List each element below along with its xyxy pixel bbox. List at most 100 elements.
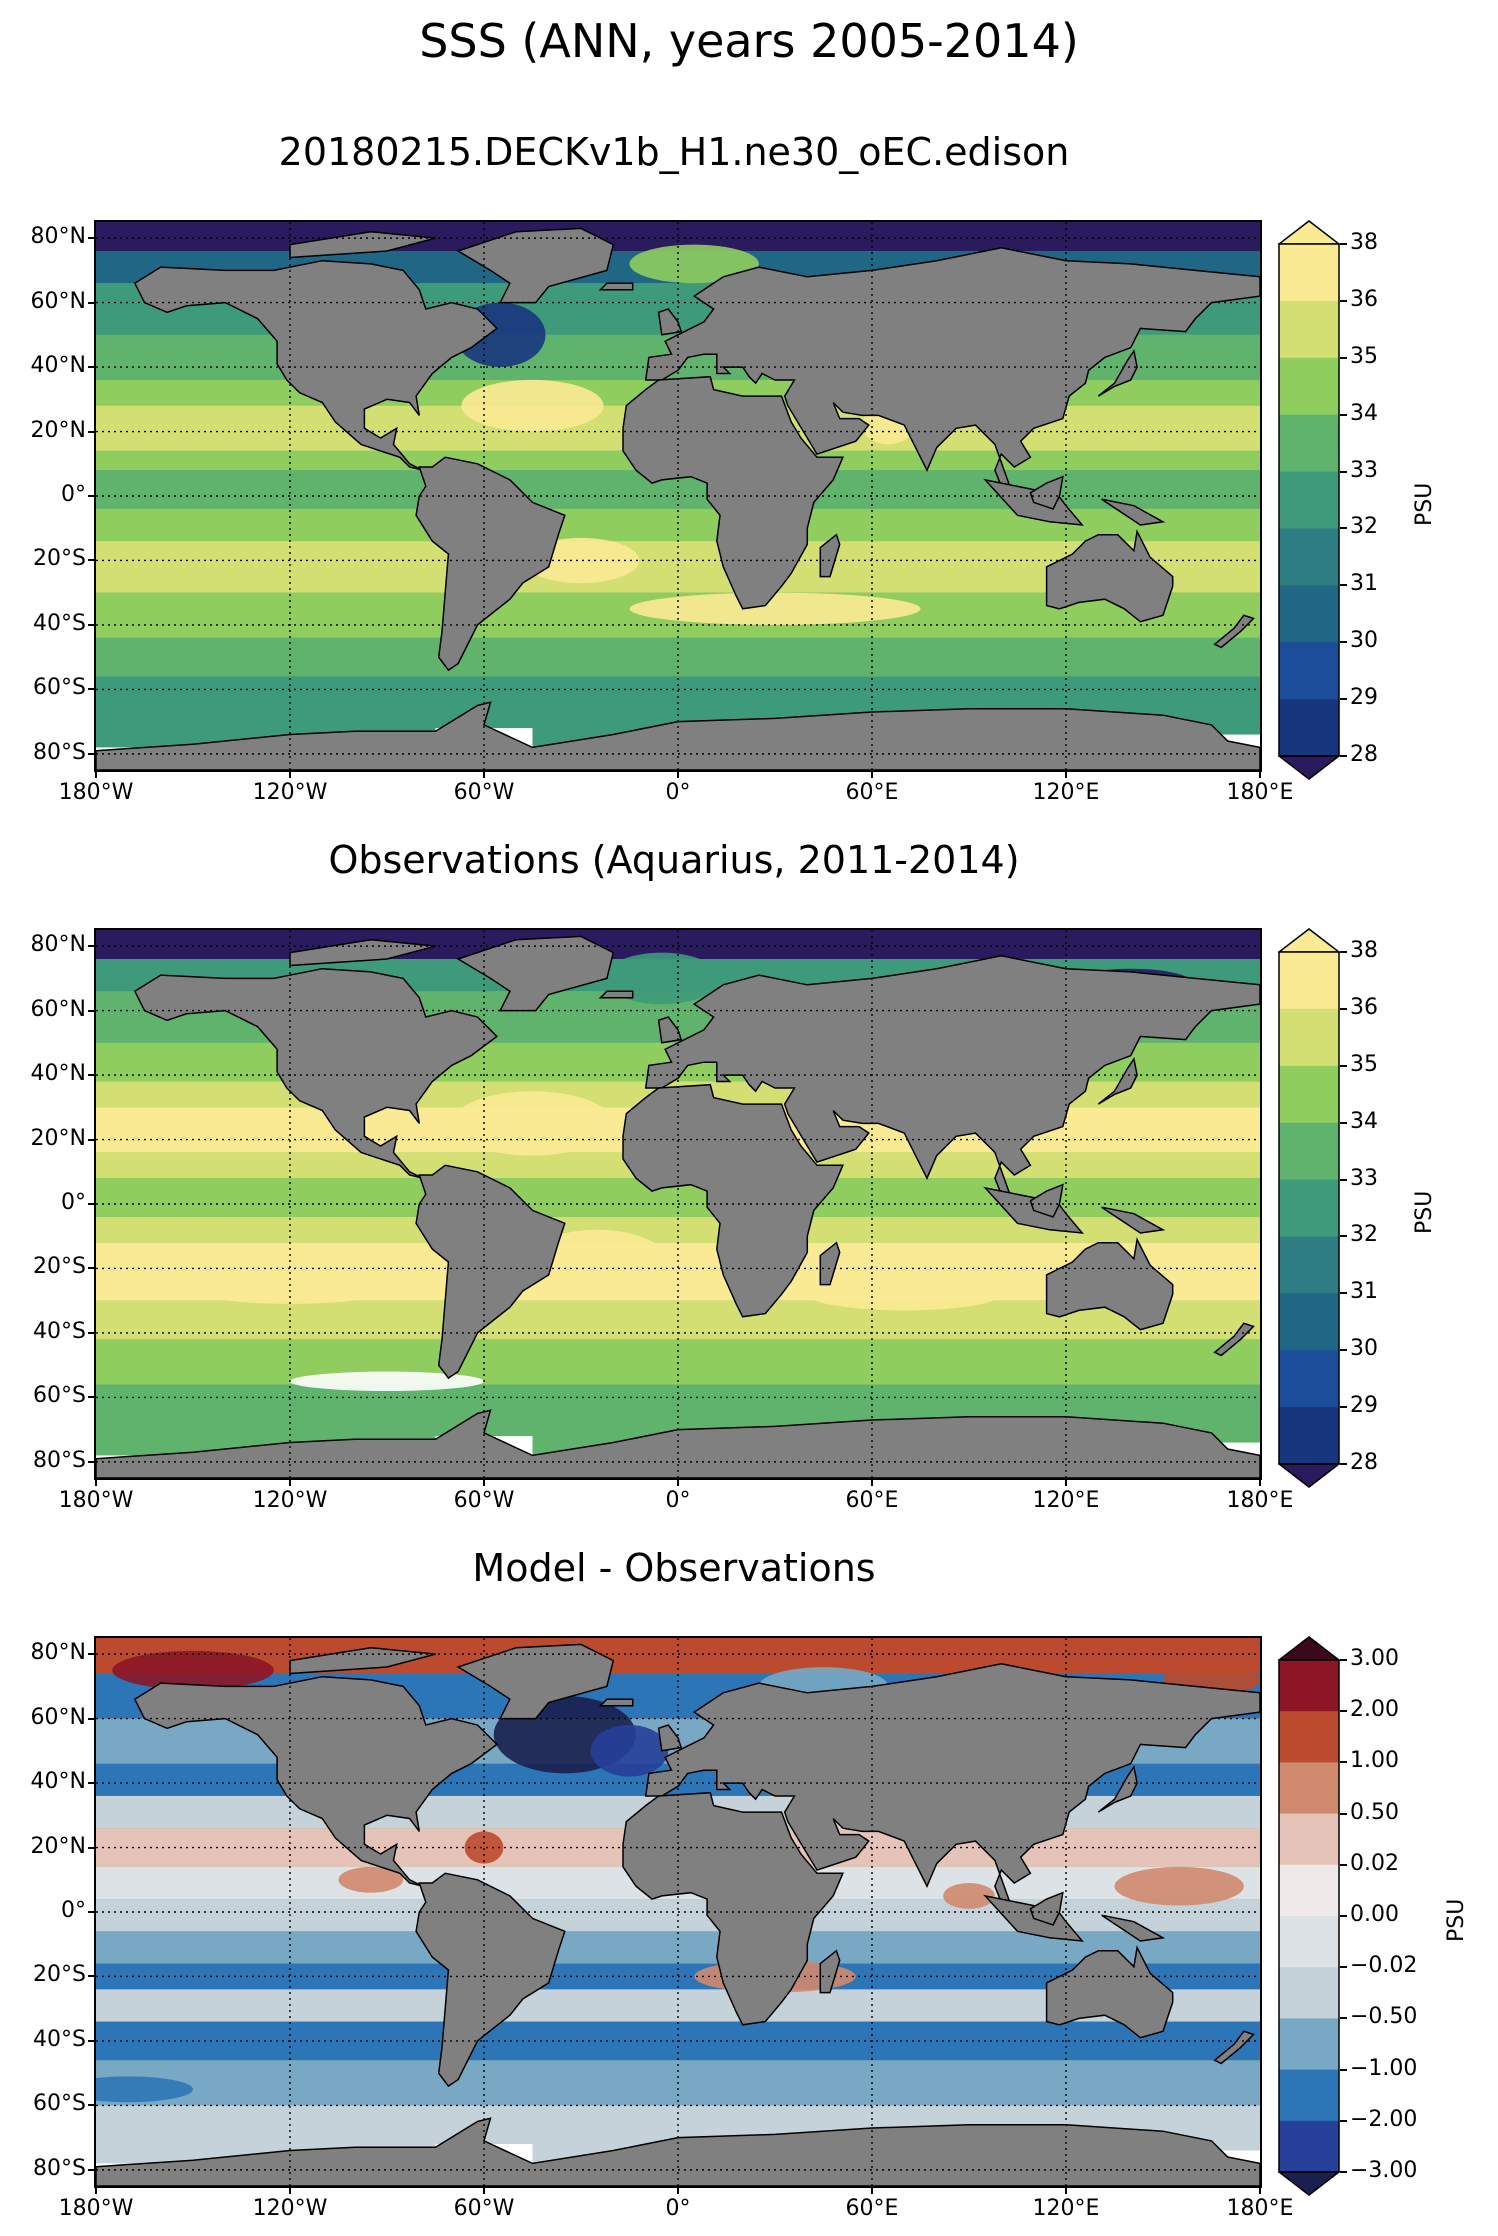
colorbar-segment — [1279, 2069, 1339, 2122]
ocean-band — [96, 637, 1260, 677]
land-africa — [622, 375, 845, 610]
land-australia — [1045, 1237, 1174, 1331]
lat-tick-label: 60°N — [30, 288, 86, 314]
lat-tick — [88, 623, 94, 626]
lon-tick — [483, 1480, 485, 1486]
colorbar-tick-label: 0.50 — [1350, 1799, 1399, 1825]
lat-tick — [88, 1717, 94, 1720]
colorbar-tick-label: 36 — [1350, 994, 1378, 1020]
lon-tick — [1259, 772, 1261, 778]
land-new-zealand — [1213, 1322, 1255, 1357]
lat-tick — [88, 366, 94, 369]
colorbar-segment — [1279, 1008, 1339, 1067]
land-japan — [1097, 1764, 1138, 1813]
colorbar-segment — [1279, 1660, 1339, 1712]
colorbar-segment — [1279, 471, 1339, 529]
ocean-feature — [112, 1650, 274, 1690]
colorbar-tick-label: 31 — [1350, 571, 1378, 597]
ocean-feature — [464, 1831, 504, 1864]
colorbar-tick-label: 32 — [1350, 514, 1378, 540]
lat-tick-label: 40°N — [30, 1061, 86, 1087]
colorbar-title: PSU — [1412, 1190, 1437, 1234]
colorbar-tick-label: 35 — [1350, 343, 1378, 369]
lon-tick — [871, 2188, 873, 2194]
land-japan — [1097, 348, 1138, 397]
colorbar-segment — [1279, 414, 1339, 473]
lat-tick-label: 20°N — [30, 1833, 86, 1859]
colorbar-tick — [1340, 2068, 1347, 2071]
colorbar-tick — [1340, 1349, 1347, 1352]
colorbar-segment — [1279, 1065, 1339, 1124]
map-svg-model — [96, 222, 1260, 770]
lon-tick — [677, 1480, 679, 1486]
land-uk — [657, 1724, 683, 1752]
land-iceland — [598, 1698, 634, 1707]
colorbar-title: PSU — [1444, 1898, 1469, 1942]
colorbar-tick-label: 1.00 — [1350, 1748, 1399, 1774]
lat-tick — [88, 688, 94, 691]
lon-tick-label: 0° — [665, 2196, 691, 2221]
ocean-feature — [807, 1278, 1002, 1311]
lat-tick-label: 60°N — [30, 1704, 86, 1730]
colorbar-segment — [1279, 1762, 1339, 1815]
colorbar-tick-label: 35 — [1350, 1051, 1378, 1077]
panel-2-title: Observations (Aquarius, 2011-2014) — [328, 838, 1020, 882]
lon-tick — [95, 772, 97, 778]
colorbar-tick-label: −2.00 — [1350, 2106, 1418, 2132]
lon-tick-label: 0° — [665, 1488, 691, 1513]
land-south-america — [415, 1164, 566, 1380]
lat-tick-label: 80°N — [30, 224, 86, 250]
land-japan — [1097, 1056, 1138, 1105]
colorbar-tick — [1340, 755, 1347, 757]
lon-tick — [1259, 1480, 1261, 1486]
lon-tick-label: 60°W — [453, 2196, 515, 2221]
land-greenland — [456, 227, 615, 304]
lat-tick-label: 20°N — [30, 417, 86, 443]
colorbar-tick — [1340, 1710, 1347, 1713]
colorbar-tick — [1340, 1007, 1347, 1010]
lon-tick-label: 180°E — [1226, 1488, 1294, 1513]
map-panel-obs — [94, 928, 1262, 1480]
lat-tick-label: 60°S — [33, 2091, 86, 2117]
lat-tick — [88, 1267, 94, 1270]
lon-tick — [289, 1480, 291, 1486]
colorbar-segment — [1279, 1293, 1339, 1351]
lon-tick — [1259, 2188, 1261, 2194]
land-africa — [622, 1083, 845, 1318]
colorbar-tick — [1340, 698, 1347, 701]
lon-tick-label: 120°W — [252, 780, 328, 805]
colorbar-diff — [1278, 1636, 1340, 2196]
colorbar-segment — [1279, 1967, 1339, 2019]
lat-tick-label: 80°S — [33, 739, 86, 765]
colorbar-extend-bottom — [1278, 755, 1340, 780]
lon-tick-label: 120°W — [252, 1488, 328, 1513]
land-madagascar — [819, 1949, 841, 1994]
lat-tick — [88, 2039, 94, 2042]
lat-tick — [88, 301, 94, 304]
colorbar-segment — [1279, 357, 1339, 416]
colorbar-tick — [1340, 1915, 1347, 1917]
land-greenland — [456, 935, 615, 1012]
colorbar-tick — [1340, 1966, 1347, 1969]
lon-tick-label: 0° — [665, 780, 691, 805]
land-north-america — [133, 259, 499, 471]
colorbar-tick — [1340, 1178, 1347, 1181]
lon-tick-label: 180°E — [1226, 780, 1294, 805]
ocean-feature — [590, 1725, 669, 1777]
lat-tick — [88, 237, 94, 240]
colorbar-tick-label: 29 — [1350, 685, 1378, 711]
colorbar-extend-top — [1278, 1636, 1340, 1661]
colorbar-segment — [1279, 1813, 1339, 1866]
land-madagascar — [819, 1241, 841, 1286]
colorbar-tick — [1340, 1406, 1347, 1409]
map-panel-diff — [94, 1636, 1262, 2188]
lon-tick-label: 60°W — [453, 1488, 515, 1513]
land-australia — [1045, 1945, 1174, 2039]
lat-tick — [88, 1074, 94, 1077]
colorbar-tick-label: 28 — [1350, 1450, 1378, 1475]
lat-tick — [88, 495, 94, 497]
ocean-feature — [338, 1866, 404, 1893]
lat-tick — [88, 2104, 94, 2107]
colorbar-tick-label: 0.02 — [1350, 1850, 1399, 1876]
colorbar-segment — [1279, 2018, 1339, 2071]
